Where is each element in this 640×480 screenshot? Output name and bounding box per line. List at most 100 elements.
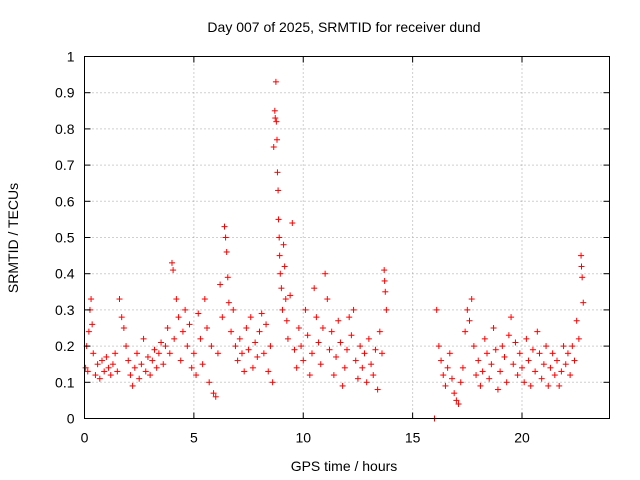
data-point: [532, 368, 539, 375]
data-point: [269, 379, 276, 386]
data-point: [322, 270, 329, 277]
data-point: [175, 314, 182, 321]
data-point: [328, 328, 335, 335]
data-point: [249, 364, 256, 371]
data-point: [279, 306, 286, 313]
data-point: [341, 364, 348, 371]
data-point: [490, 325, 497, 331]
data-point: [488, 361, 495, 368]
data-point: [365, 335, 372, 342]
data-point: [140, 335, 147, 342]
data-point: [112, 350, 119, 357]
data-point: [317, 361, 324, 368]
data-point: [444, 364, 451, 371]
data-point: [208, 343, 215, 350]
data-point: [363, 379, 370, 386]
data-point: [222, 234, 229, 241]
data-point: [578, 252, 585, 259]
data-point: [281, 263, 288, 270]
data-point: [219, 314, 226, 321]
data-point: [309, 350, 315, 357]
data-point: [521, 379, 528, 386]
data-point: [105, 364, 112, 371]
data-point: [147, 372, 154, 379]
data-point: [455, 401, 462, 408]
data-point: [300, 357, 307, 364]
data-point: [346, 314, 353, 321]
data-point: [260, 350, 267, 357]
data-point: [558, 368, 565, 375]
data-point: [89, 321, 96, 328]
data-point: [149, 357, 156, 364]
data-point: [276, 252, 283, 259]
data-point: [473, 372, 480, 379]
data-point: [173, 296, 180, 303]
data-point: [278, 285, 285, 292]
y-tick-label: 0.3: [55, 302, 75, 318]
data-point: [284, 335, 291, 342]
data-point: [88, 296, 95, 303]
data-point: [94, 361, 101, 368]
data-point: [234, 357, 241, 364]
data-point: [82, 364, 89, 371]
data-point: [212, 393, 219, 400]
data-point: [477, 382, 484, 389]
data-point: [116, 296, 123, 303]
data-point: [376, 328, 383, 335]
data-point: [275, 216, 282, 223]
data-point: [282, 296, 289, 303]
data-point: [84, 368, 91, 375]
data-point: [171, 335, 178, 342]
data-point: [374, 386, 381, 393]
data-point: [125, 357, 132, 364]
data-point: [440, 372, 447, 379]
data-point: [497, 368, 504, 375]
data-point: [169, 259, 175, 266]
y-tick-label: 0.4: [55, 266, 75, 282]
data-points: [82, 78, 587, 422]
data-point: [92, 372, 99, 379]
data-point: [484, 350, 490, 357]
data-point: [276, 234, 283, 241]
chart-title: Day 007 of 2025, SRMTID for receiver dun…: [207, 19, 480, 35]
data-point: [293, 364, 300, 371]
data-point: [514, 372, 521, 379]
data-point: [475, 357, 482, 364]
data-point: [206, 379, 213, 386]
data-point: [184, 343, 191, 350]
data-point: [462, 328, 469, 335]
data-point: [344, 346, 350, 353]
x-tick-label: 20: [514, 430, 530, 446]
data-point: [470, 343, 477, 350]
data-point: [556, 382, 563, 389]
data-point: [381, 267, 388, 274]
data-point: [569, 343, 576, 350]
data-point: [158, 339, 165, 346]
data-point: [258, 310, 265, 317]
data-point: [142, 368, 149, 375]
data-point: [195, 310, 202, 317]
data-point: [510, 361, 517, 368]
data-point: [575, 335, 582, 342]
data-point: [494, 386, 501, 393]
data-point: [272, 115, 279, 122]
data-point: [468, 296, 475, 303]
plot-frame: [84, 56, 610, 419]
data-point: [479, 368, 486, 375]
data-point: [554, 357, 560, 364]
data-point: [453, 397, 460, 404]
data-point: [359, 364, 366, 371]
x-tick-label: 10: [295, 430, 311, 446]
data-point: [239, 350, 245, 357]
data-point: [534, 328, 541, 335]
data-point: [144, 353, 151, 360]
y-tick-label: 0.7: [55, 157, 75, 173]
y-tick-label: 0.8: [55, 121, 75, 137]
data-point: [263, 321, 270, 328]
data-point: [330, 372, 337, 379]
data-point: [560, 343, 567, 350]
data-point: [129, 382, 136, 389]
data-point: [170, 267, 177, 274]
y-axis-label: SRMTID / TECUs: [5, 183, 21, 293]
data-point: [438, 357, 445, 364]
